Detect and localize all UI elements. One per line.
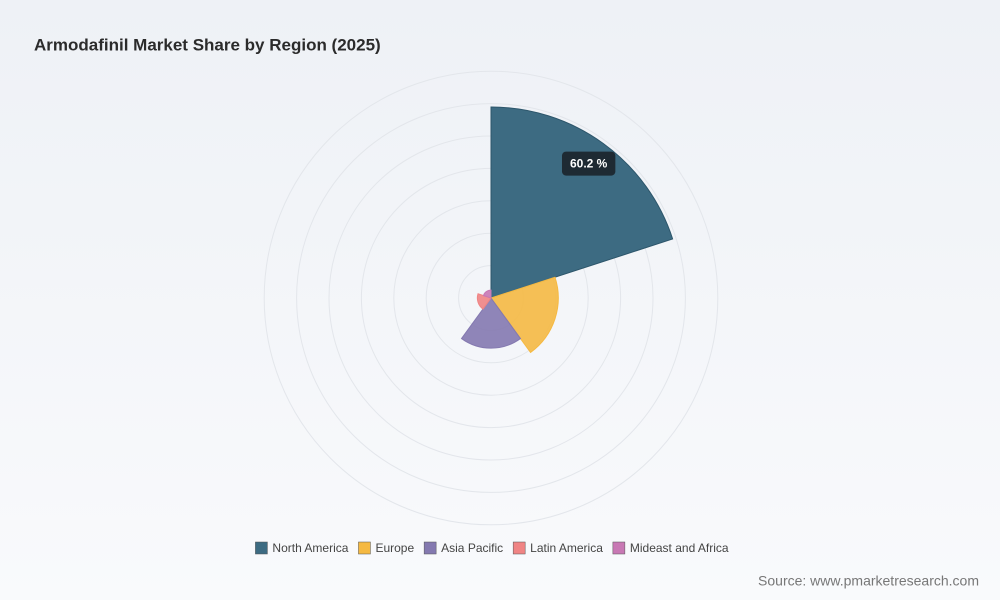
legend-label: Mideast and Africa	[630, 541, 729, 555]
rose-slice	[482, 289, 492, 299]
rose-slice	[460, 297, 522, 349]
rose-slice	[476, 293, 492, 310]
legend-swatch	[358, 541, 371, 555]
legend-swatch	[423, 541, 437, 555]
legend: North America Europe Asia Pacific Latin Ame…	[255, 541, 729, 555]
legend-label: Asia Pacific	[441, 541, 503, 555]
ring	[296, 103, 686, 493]
legend-swatch	[612, 541, 626, 555]
value-label-bg	[561, 151, 616, 176]
rose-slice	[490, 106, 674, 299]
legend-swatch	[512, 541, 526, 555]
source: Source: www.pmarketresearch.com	[758, 573, 979, 589]
ring	[263, 70, 719, 526]
legend-label: Latin America	[530, 541, 603, 555]
value-label: 60.2 %	[570, 157, 608, 171]
rose-slice	[490, 276, 559, 354]
value-label-group: 60.2 %	[561, 151, 616, 176]
chart-title: Armodafinil Market Share by Region (2025…	[34, 35, 381, 54]
legend-swatch	[255, 541, 268, 555]
legend-label: North America	[272, 541, 348, 555]
legend-label: Europe	[375, 541, 414, 555]
